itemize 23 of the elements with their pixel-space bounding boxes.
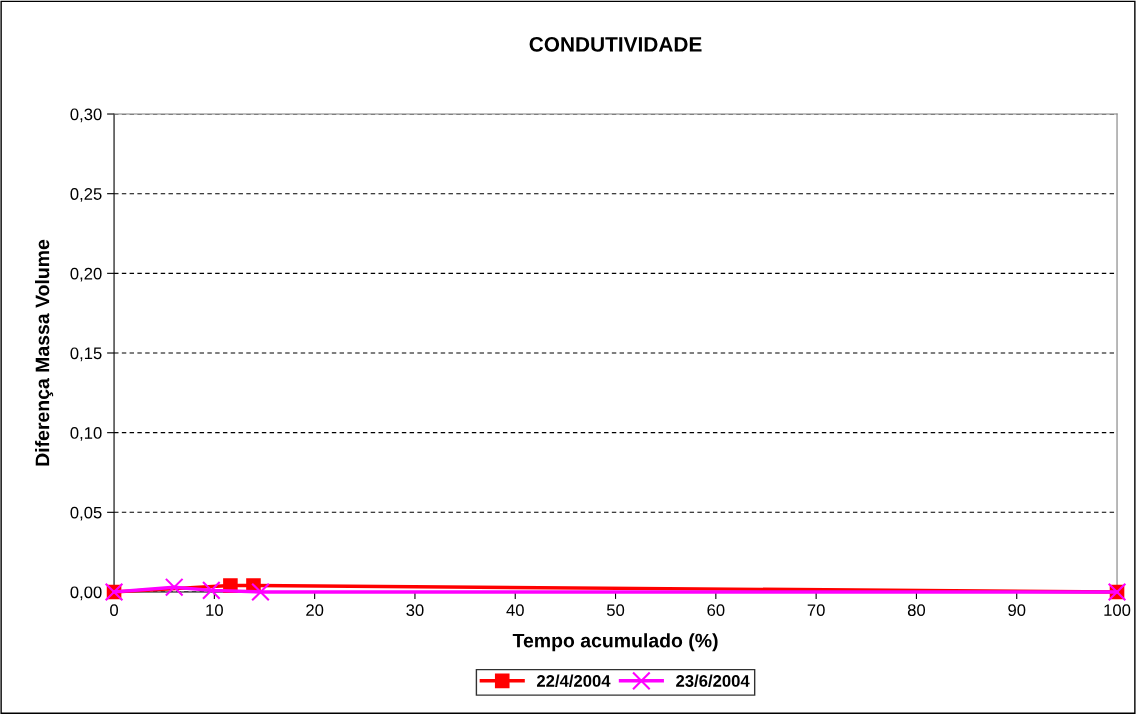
y-tick-label: 0,30 (70, 108, 102, 123)
x-axis-title: Tempo acumulado (%) (512, 633, 718, 652)
x-tick-label: 100 (1104, 604, 1131, 617)
x-tick-label: 70 (807, 604, 825, 617)
chart-title: CONDUTIVIDADE (529, 36, 702, 52)
y-tick-label: 0,25 (70, 188, 102, 202)
y-tick-label: 0,15 (70, 347, 102, 362)
legend-label: 23/6/2004 (676, 674, 750, 688)
y-tick-label: 0,00 (70, 586, 102, 601)
x-tick-label: 60 (707, 604, 725, 617)
x-tick-label: 80 (907, 604, 926, 617)
x-tick-label: 90 (1008, 604, 1026, 617)
legend-label: 22/4/2004 (536, 674, 611, 688)
x-tick-label: 50 (606, 604, 625, 617)
x-tick-label: 30 (406, 604, 424, 617)
x-tick-label: 20 (306, 604, 324, 617)
x-tick-label: 10 (206, 604, 223, 617)
x-tick-label: 40 (506, 604, 524, 617)
y-tick-label: 0,20 (70, 267, 102, 282)
y-tick-label: 0,10 (70, 427, 102, 441)
y-tick-label: 0,05 (70, 506, 102, 521)
x-tick-label: 0 (110, 604, 119, 617)
y-axis-title: Diferença Massa Volume (35, 239, 54, 466)
